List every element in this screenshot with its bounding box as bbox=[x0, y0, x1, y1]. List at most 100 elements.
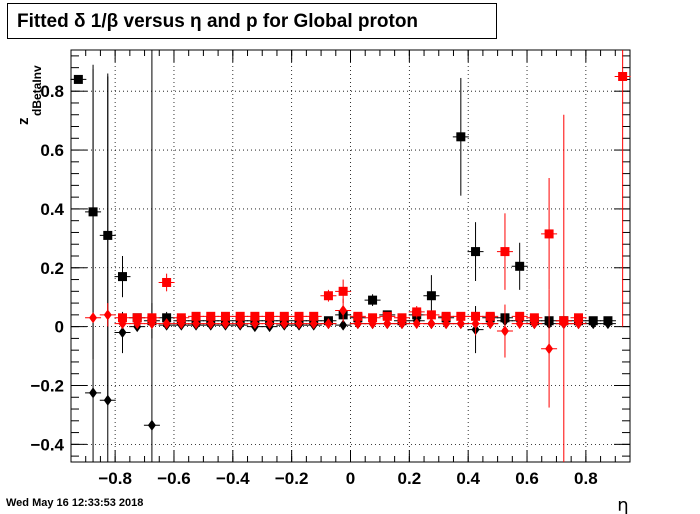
series-2 bbox=[114, 50, 631, 462]
data-point-diamond bbox=[324, 318, 333, 330]
data-point-square bbox=[368, 313, 378, 323]
data-point-diamond bbox=[221, 318, 230, 330]
data-point-square bbox=[162, 277, 172, 287]
data-point-diamond bbox=[412, 318, 421, 330]
data-point-diamond bbox=[309, 318, 318, 330]
data-point-square bbox=[279, 311, 289, 321]
data-point-square bbox=[323, 291, 333, 301]
data-point-diamond bbox=[250, 318, 259, 330]
data-point-diamond bbox=[89, 312, 98, 324]
y-tick-label: 0.6 bbox=[40, 141, 64, 160]
data-point-square bbox=[309, 311, 319, 321]
data-point-square bbox=[206, 311, 216, 321]
data-point-diamond bbox=[368, 318, 377, 330]
data-point-square bbox=[529, 313, 539, 323]
data-point-diamond bbox=[118, 327, 127, 339]
axis-ticks bbox=[71, 50, 630, 462]
data-point-diamond bbox=[280, 318, 289, 330]
data-point-diamond bbox=[500, 325, 509, 337]
y-tick-label: 0.8 bbox=[40, 82, 64, 101]
x-tick-label: −0.4 bbox=[216, 469, 250, 488]
y-tick-label: 0.2 bbox=[40, 259, 64, 278]
x-tick-label: 0 bbox=[346, 469, 355, 488]
data-point-diamond bbox=[147, 318, 156, 330]
data-point-diamond bbox=[456, 318, 465, 330]
data-point-diamond bbox=[545, 343, 554, 355]
data-point-diamond bbox=[574, 318, 583, 330]
data-point-diamond bbox=[530, 318, 539, 330]
chart-title: Fitted δ 1/β versus η and p for Global p… bbox=[17, 11, 419, 32]
data-point-square bbox=[176, 313, 186, 323]
data-point-square bbox=[117, 313, 127, 323]
x-tick-label: 0.4 bbox=[456, 469, 480, 488]
x-tick-label: 0.6 bbox=[515, 469, 539, 488]
data-point-diamond bbox=[442, 318, 451, 330]
y-tick-label: 0 bbox=[55, 318, 64, 337]
data-point-diamond bbox=[236, 318, 245, 330]
data-point-diamond bbox=[295, 318, 304, 330]
data-point-diamond bbox=[486, 318, 495, 330]
timestamp: Wed May 16 12:33:53 2018 bbox=[6, 497, 144, 509]
data-point-square bbox=[485, 311, 495, 321]
y-axis-label-main: z bbox=[15, 118, 32, 126]
data-point-square bbox=[412, 307, 422, 317]
data-marks bbox=[70, 50, 631, 462]
data-point-square bbox=[353, 311, 363, 321]
data-point-diamond bbox=[147, 419, 156, 431]
data-point-square bbox=[220, 311, 230, 321]
data-point-square bbox=[544, 229, 554, 239]
plot-frame bbox=[70, 49, 631, 463]
data-point-diamond bbox=[177, 318, 186, 330]
data-point-diamond bbox=[397, 318, 406, 330]
data-point-diamond bbox=[427, 318, 436, 330]
x-axis-label: η bbox=[617, 495, 628, 514]
data-point-square bbox=[456, 132, 466, 142]
data-point-diamond bbox=[103, 309, 112, 321]
y-tick-label: −0.4 bbox=[30, 435, 64, 454]
x-tick-label: 0.8 bbox=[574, 469, 598, 488]
x-tick-label: −0.6 bbox=[157, 469, 191, 488]
data-point-square bbox=[117, 272, 127, 282]
data-point-square bbox=[162, 313, 172, 323]
x-tick-label: −0.8 bbox=[98, 469, 132, 488]
x-tick-label: −0.2 bbox=[275, 469, 309, 488]
data-point-square bbox=[456, 311, 466, 321]
y-axis-label-sub: dBetaInv bbox=[30, 65, 44, 116]
x-tick-label: 0.2 bbox=[398, 469, 422, 488]
data-point-square bbox=[426, 291, 436, 301]
data-point-diamond bbox=[383, 318, 392, 330]
data-point-square bbox=[397, 313, 407, 323]
grid-lines bbox=[71, 50, 630, 462]
data-point-diamond bbox=[339, 319, 348, 331]
data-point-square bbox=[515, 261, 525, 271]
data-point-diamond bbox=[162, 318, 171, 330]
data-point-square bbox=[441, 311, 451, 321]
data-point-square bbox=[426, 310, 436, 320]
data-point-square bbox=[574, 313, 584, 323]
data-point-square bbox=[250, 311, 260, 321]
data-point-square bbox=[368, 295, 378, 305]
data-point-diamond bbox=[206, 318, 215, 330]
data-point-diamond bbox=[133, 318, 142, 330]
y-tick-label: 0.4 bbox=[40, 200, 64, 219]
data-point-square bbox=[132, 313, 142, 323]
chart-title-box: Fitted δ 1/β versus η and p for Global p… bbox=[7, 3, 497, 39]
data-point-diamond bbox=[339, 304, 348, 316]
data-point-square bbox=[235, 311, 245, 321]
tick-labels: −0.8 −0.6 −0.4 −0.2 0 0.2 0.4 0.6 0.8 −0.4 −0.2 0 0.… bbox=[30, 82, 597, 488]
series-1 bbox=[85, 50, 616, 462]
data-point-square bbox=[618, 71, 628, 81]
data-point-square bbox=[515, 311, 525, 321]
data-point-square bbox=[147, 313, 157, 323]
data-point-square bbox=[338, 286, 348, 296]
data-point-diamond bbox=[471, 318, 480, 330]
data-point-diamond bbox=[265, 318, 274, 330]
data-point-square bbox=[471, 247, 481, 257]
data-point-square bbox=[265, 311, 275, 321]
data-point-square bbox=[382, 311, 392, 321]
data-point-diamond bbox=[118, 318, 127, 330]
series-3 bbox=[85, 289, 587, 408]
y-tick-label: −0.2 bbox=[30, 376, 64, 395]
data-point-square bbox=[191, 311, 201, 321]
